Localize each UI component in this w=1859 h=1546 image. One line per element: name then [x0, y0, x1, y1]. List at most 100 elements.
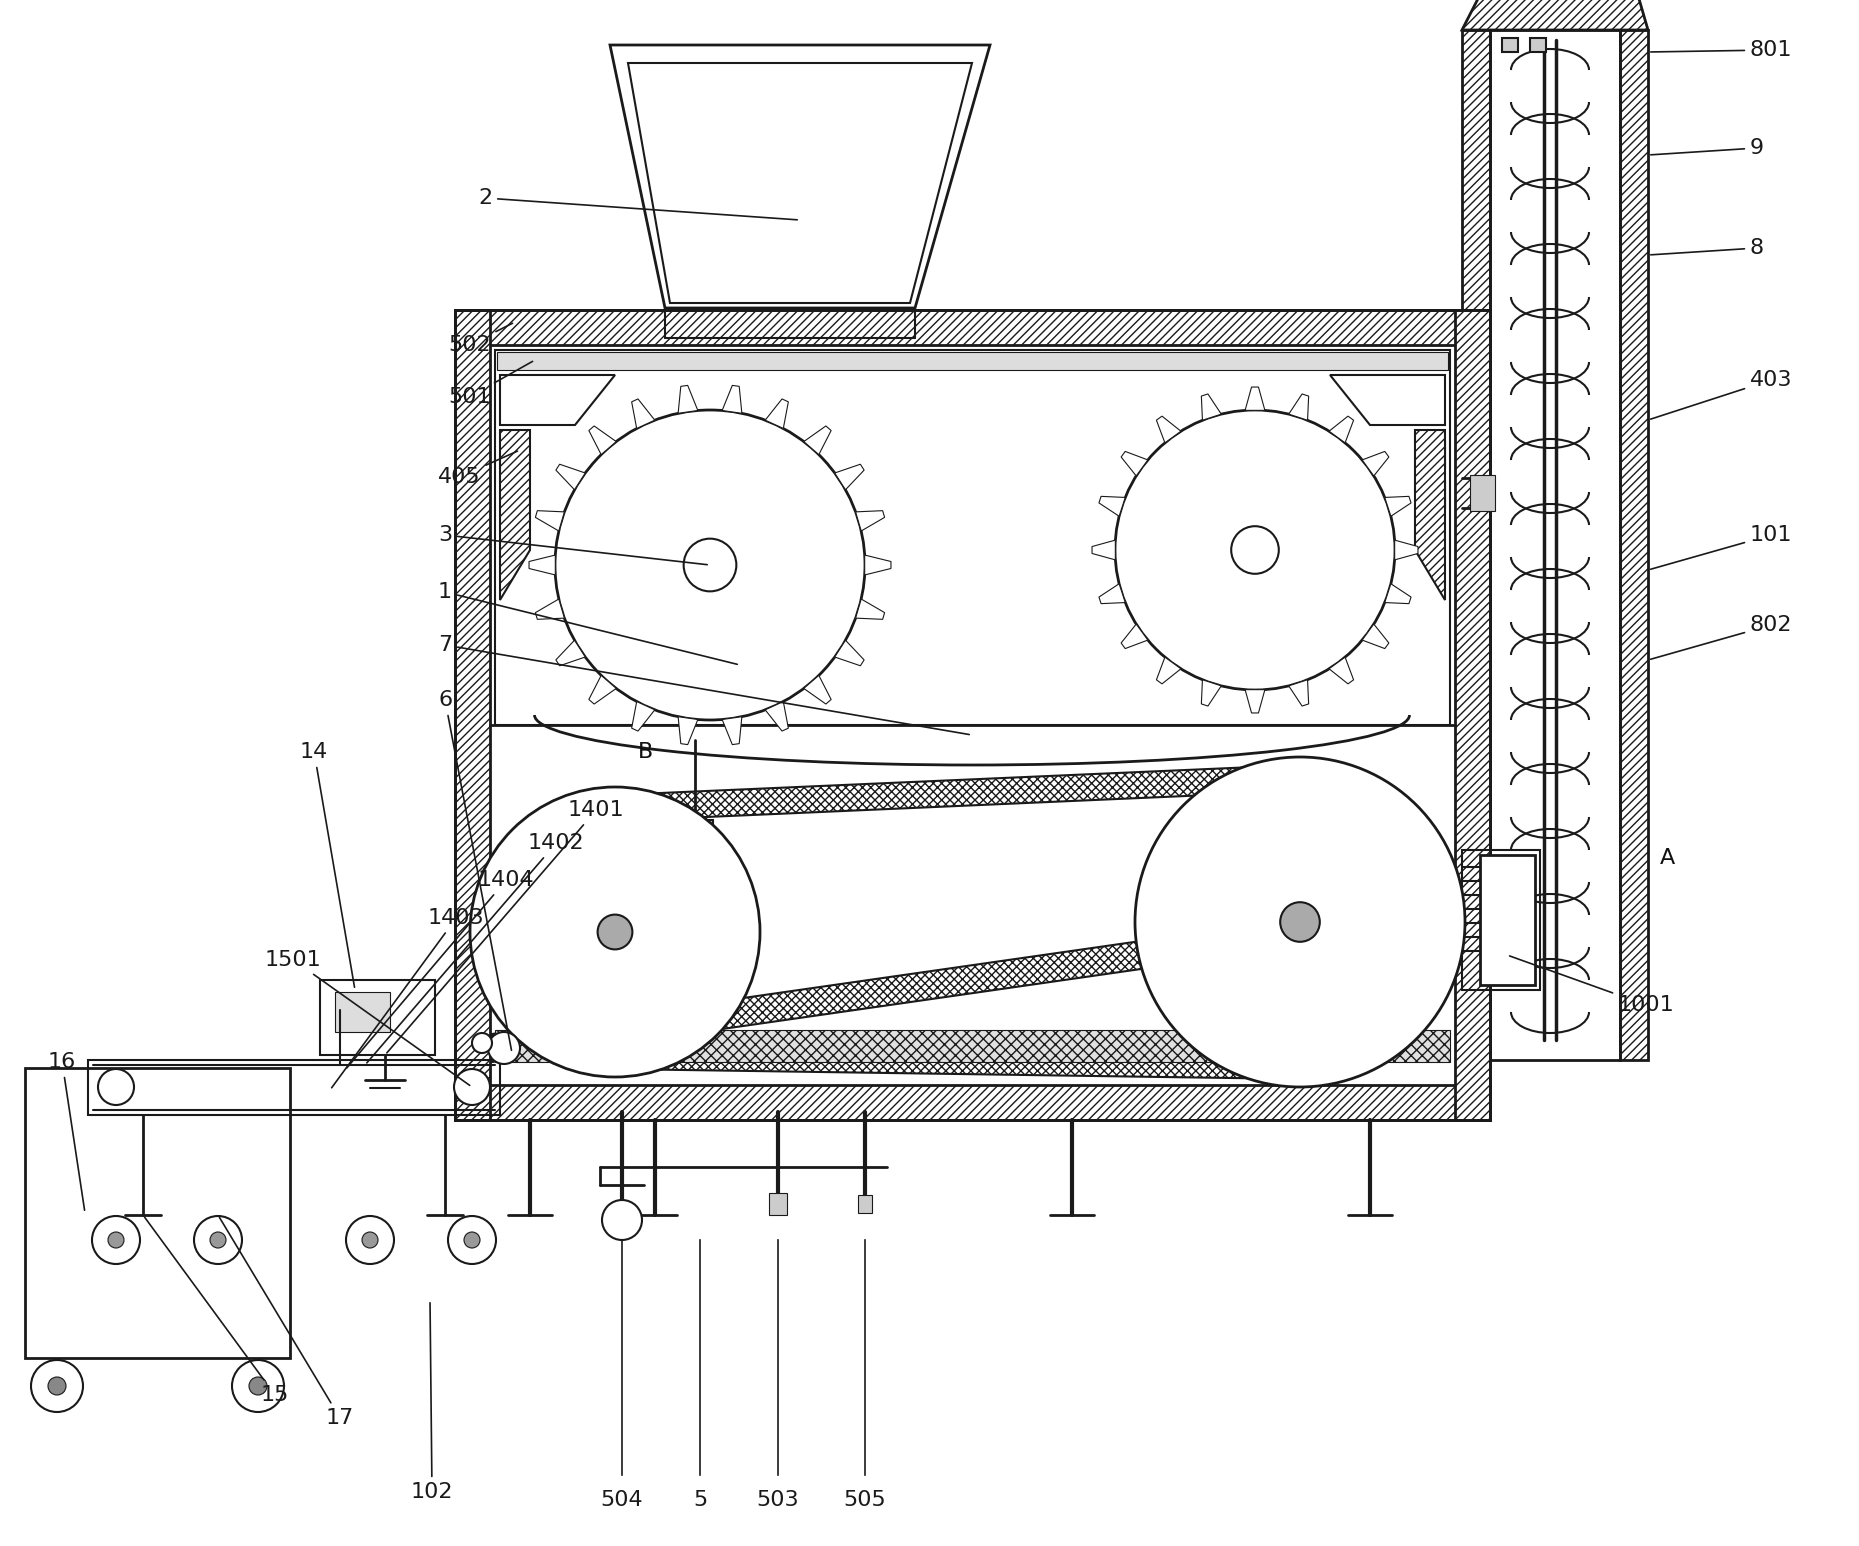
Circle shape — [346, 1217, 394, 1265]
Polygon shape — [500, 376, 615, 425]
Polygon shape — [632, 399, 654, 428]
Polygon shape — [455, 311, 491, 1119]
Text: 1401: 1401 — [387, 799, 625, 1053]
Polygon shape — [721, 385, 742, 413]
Text: 1403: 1403 — [331, 908, 485, 1088]
Polygon shape — [864, 555, 890, 575]
Text: 3: 3 — [439, 526, 706, 564]
Polygon shape — [1329, 376, 1444, 425]
Polygon shape — [589, 676, 615, 703]
Polygon shape — [610, 45, 991, 308]
Text: A: A — [1660, 849, 1675, 867]
Text: 403: 403 — [1651, 369, 1792, 419]
Circle shape — [602, 1200, 641, 1240]
Circle shape — [489, 1033, 521, 1064]
Polygon shape — [803, 427, 831, 455]
Polygon shape — [1456, 311, 1491, 1119]
Polygon shape — [589, 427, 615, 455]
Circle shape — [91, 1217, 139, 1265]
Circle shape — [470, 787, 760, 1078]
Text: 101: 101 — [1651, 526, 1792, 569]
Bar — [500, 441, 515, 468]
Bar — [1491, 29, 1619, 1061]
Polygon shape — [1385, 496, 1411, 516]
Text: 16: 16 — [48, 1051, 84, 1211]
Polygon shape — [1156, 657, 1180, 683]
Bar — [1502, 39, 1519, 53]
Bar — [87, 1061, 500, 1115]
Bar — [1470, 475, 1495, 512]
Circle shape — [193, 1217, 242, 1265]
Bar — [1430, 441, 1444, 468]
Polygon shape — [835, 640, 864, 666]
Circle shape — [232, 1360, 284, 1411]
Text: 501: 501 — [448, 362, 532, 407]
Circle shape — [1281, 903, 1320, 942]
Text: 6: 6 — [439, 690, 511, 1050]
Polygon shape — [1385, 584, 1411, 603]
Text: 5: 5 — [693, 1490, 706, 1510]
Text: 801: 801 — [1651, 40, 1792, 60]
Circle shape — [454, 1068, 491, 1105]
Circle shape — [249, 1377, 268, 1394]
Polygon shape — [1363, 451, 1389, 476]
Circle shape — [684, 538, 736, 592]
Polygon shape — [766, 399, 788, 428]
Polygon shape — [1099, 496, 1125, 516]
Polygon shape — [1619, 29, 1647, 1061]
Circle shape — [448, 1217, 496, 1265]
Polygon shape — [1201, 394, 1221, 421]
Circle shape — [1115, 410, 1394, 690]
Bar — [320, 980, 435, 1054]
Bar — [677, 819, 714, 860]
Text: 102: 102 — [411, 1303, 454, 1503]
Text: 503: 503 — [757, 1490, 799, 1510]
Polygon shape — [1329, 416, 1353, 442]
Circle shape — [556, 410, 864, 720]
Polygon shape — [855, 598, 885, 620]
Text: B: B — [638, 742, 653, 762]
Circle shape — [99, 1068, 134, 1105]
Circle shape — [48, 1377, 67, 1394]
Polygon shape — [1415, 430, 1444, 600]
Bar — [455, 311, 1491, 1119]
Polygon shape — [632, 702, 654, 731]
Circle shape — [32, 1360, 84, 1411]
Text: 15: 15 — [145, 1217, 290, 1405]
Polygon shape — [556, 464, 586, 490]
Circle shape — [465, 1232, 480, 1248]
Bar — [1530, 39, 1547, 53]
Circle shape — [363, 1232, 377, 1248]
Text: 1404: 1404 — [348, 870, 535, 1068]
Text: 8: 8 — [1651, 238, 1764, 258]
Polygon shape — [1394, 540, 1418, 560]
Bar — [500, 479, 515, 509]
Bar — [494, 349, 1450, 725]
Text: 405: 405 — [439, 451, 517, 487]
Text: 802: 802 — [1651, 615, 1792, 659]
Polygon shape — [615, 765, 1299, 821]
Text: 502: 502 — [448, 323, 513, 356]
Circle shape — [597, 915, 632, 949]
Polygon shape — [535, 510, 565, 530]
Bar — [335, 993, 390, 1033]
Bar — [1461, 850, 1539, 989]
Polygon shape — [628, 63, 972, 303]
Text: 9: 9 — [1651, 138, 1764, 158]
Text: 1402: 1402 — [366, 833, 584, 1064]
Polygon shape — [1288, 394, 1309, 421]
Polygon shape — [1461, 29, 1491, 1061]
Text: 1501: 1501 — [266, 949, 470, 1085]
Polygon shape — [766, 702, 788, 731]
Text: 14: 14 — [299, 742, 355, 988]
Polygon shape — [1091, 540, 1115, 560]
Polygon shape — [493, 897, 1456, 1062]
Polygon shape — [455, 1085, 1491, 1119]
Bar — [1480, 855, 1536, 985]
Polygon shape — [1099, 584, 1125, 603]
Polygon shape — [1329, 657, 1353, 683]
Circle shape — [1136, 758, 1465, 1087]
Polygon shape — [855, 510, 885, 530]
Polygon shape — [455, 311, 1491, 345]
Polygon shape — [679, 385, 697, 413]
